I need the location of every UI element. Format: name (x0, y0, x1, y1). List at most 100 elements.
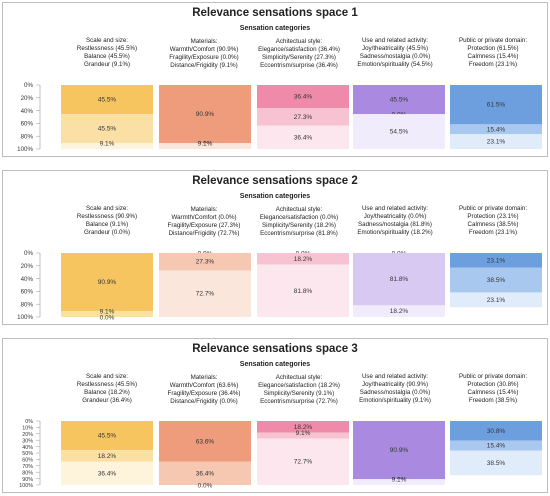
stacked-bar-plot: 0%10%20%30%40%50%60%70%80%90%100% 45.5% 18… (19, 419, 542, 490)
y-tick-label: 80% (21, 133, 34, 140)
y-tick-label: 100% (17, 146, 33, 153)
bar-value-label: 81.8% (294, 288, 313, 295)
legend-entry: Eccentrism/surprise (81.8%) (260, 230, 338, 237)
legend-entry: Calmness (38.5%) (467, 221, 519, 228)
legend-entry: Distance/Frigidity (0.0%) (170, 398, 238, 405)
legend-entry: Warmth/Comfort (0.0%) (171, 214, 237, 221)
legend-entry: Sadness/nostalgia (0.0%) (359, 53, 431, 60)
bar-value-label: 18.2% (294, 256, 313, 263)
category-legend-5: Public or private domain: Protection (23.… (444, 205, 542, 237)
category-name: Use and related activity: (361, 37, 429, 44)
bar-segment (450, 85, 542, 125)
y-tick-label: 100% (17, 314, 33, 321)
legend-entry: Elegance/satisfaction (0.0%) (259, 214, 339, 221)
chart-subtitle: Sensation categories (239, 193, 311, 200)
legend-entry: Grandeur (36.4%) (82, 397, 132, 404)
chart-title: Relevance sensations space 1 (192, 7, 358, 19)
chart-subtitle: Sensation categories (239, 361, 311, 368)
legend-entry: Joy/theatricality (0.0%) (363, 213, 427, 220)
bar-segment (159, 461, 251, 485)
chart-title: Relevance sensations space 2 (192, 175, 358, 187)
legend-entry: Grandeur (9.1%) (83, 61, 131, 68)
chart-panel-1: Relevance sensations space 1 Sensation ca… (2, 2, 548, 157)
bar-value-label: 61.5% (487, 102, 506, 109)
legend-entry: Balance (9.1%) (85, 221, 129, 228)
bar-value-label: 27.3% (196, 259, 215, 266)
legend-entry: Calmness (15.4%) (467, 53, 519, 60)
bar-value-label: 30.8% (487, 428, 506, 435)
category-name: Public or private domain: (458, 373, 528, 380)
category-legend-3: Achitectual style: Elegance/satisfaction … (250, 38, 348, 70)
bar-segment (257, 108, 349, 126)
bar-value-label: 18.2% (390, 308, 409, 315)
bar-value-label: 15.4% (487, 126, 506, 133)
legend-entry: Eccentrism/surprise (72.7%) (260, 398, 338, 405)
bar-value-label: 72.7% (294, 459, 313, 466)
bar-segment (450, 440, 542, 451)
legend-entry: Emotion/spirituality (9.1%) (359, 397, 431, 404)
y-tick-label: 10% (22, 426, 33, 432)
category-name: Public or private domain: (458, 37, 528, 44)
y-tick-label: 20% (22, 432, 33, 438)
category-legend-2: Materials: Warmth/Comfort (0.0%) Fragility… (155, 206, 253, 238)
bar-segment (353, 421, 445, 480)
bar-segment (61, 253, 153, 312)
bar-segment (257, 253, 349, 265)
bar-segment (61, 421, 153, 451)
category-legend-4: Use and related activity: Joy/theatricali… (346, 37, 444, 69)
category-name: Materials: (190, 374, 218, 381)
stacked-bar-plot: 0%20%40%60%80%100%45.5%45.5%9.1%90.9%0.0… (17, 82, 542, 153)
y-tick-label: 60% (22, 458, 33, 464)
category-name: Materials: (190, 206, 218, 213)
bar-value-label: 18.2% (294, 424, 313, 431)
y-tick-label: 30% (22, 438, 33, 444)
y-tick-label: 60% (21, 289, 34, 296)
bar-segment (450, 124, 542, 135)
y-tick-label: 80% (22, 470, 33, 476)
bar-segment (450, 253, 542, 268)
bar-value-label: 9.1% (100, 141, 115, 148)
legend-entry: Grandeur (0.0%) (83, 229, 131, 236)
chart-panel-2: Relevance sensations space 2 Sensation ca… (2, 170, 548, 325)
legend-entry: Distance/Frigidity (72.7%) (168, 230, 240, 237)
bar-segment (61, 461, 153, 486)
legend-entry: Elegance/satisfaction (36.4%) (258, 46, 340, 53)
bar-segment (353, 253, 445, 306)
legend-entry: Restlessness (45.5%) (76, 45, 138, 52)
bar-segment (450, 450, 542, 476)
legend-entry: Sadness/nostalgia (0.0%) (359, 389, 431, 396)
category-legend-1: Scale and size: Restlessness (45.5%) Balan… (58, 37, 156, 69)
legend-entry: Balance (18.2%) (84, 389, 130, 396)
legend-entry: Simplicity/Serenity (18.2%) (262, 222, 336, 229)
bar-segment (61, 450, 153, 462)
category-name: Achitectual style: (275, 38, 323, 45)
y-tick-label: 100% (19, 483, 33, 489)
bar-value-label: 38.5% (487, 277, 506, 284)
bar-segment (353, 479, 445, 485)
bar-segment (257, 438, 349, 485)
legend-entry: Simplicity/Serenity (9.1%) (263, 390, 335, 397)
bar-value-label: 72.7% (196, 291, 215, 298)
category-legend-3: Achitectual style: Elegance/satisfaction … (250, 206, 348, 238)
legend-entry: Joy/theatricality (90.9%) (361, 381, 429, 388)
legend-entry: Freedom (23.1%) (468, 229, 518, 236)
y-tick-label: 50% (22, 451, 33, 457)
bar-value-label: 9.1% (392, 477, 407, 484)
category-legend-2: Materials: Warmth/Comfort (90.9%) Fragilit… (155, 38, 253, 70)
bar-segment (450, 292, 542, 308)
legend-entry: Fragility/Exposure (0.0%) (169, 54, 239, 61)
y-tick-label: 0% (25, 419, 33, 425)
category-legend-5: Public or private domain: Protection (61.… (444, 37, 542, 69)
bar-value-label: 18.2% (98, 453, 117, 460)
bar-value-label: 45.5% (98, 97, 117, 104)
category-legend-3: Achitectual style: Elegance/satisfaction … (250, 374, 348, 406)
legend-entry: Restlessness (90.9%) (76, 213, 138, 220)
category-name: Use and related activity: (361, 373, 429, 380)
bar-segment (257, 125, 349, 150)
legend-entry: Joy/theatricality (45.5%) (361, 45, 429, 52)
legend-entry: Protection (23.1%) (467, 213, 519, 220)
bar-segment (159, 270, 251, 317)
y-tick-label: 40% (21, 276, 34, 283)
legend-entry: Fragility/Exposure (27.3%) (167, 222, 241, 229)
y-tick-label: 0% (24, 82, 33, 89)
